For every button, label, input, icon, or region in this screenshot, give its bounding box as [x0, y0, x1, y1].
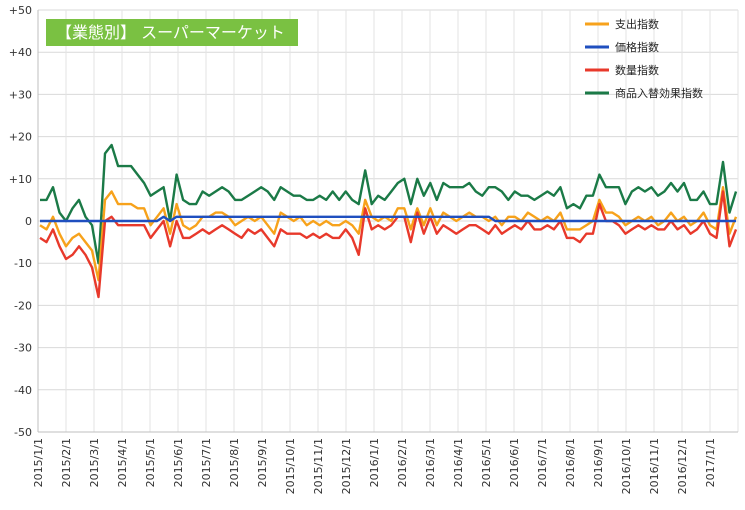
chart-title: 【業態別】 スーパーマーケット	[56, 23, 285, 42]
x-tick-label: 2016/2/1	[396, 438, 409, 487]
x-tick-label: 2016/9/1	[592, 438, 605, 487]
x-tick-label: 2016/1/1	[368, 438, 381, 487]
x-tick-label: 2015/5/1	[144, 438, 157, 487]
x-tick-label: 2016/12/1	[676, 438, 689, 494]
y-tick-label: -10	[14, 257, 32, 270]
y-axis-tick-labels: -50 -40 -30 -20 -10 0 +10 +20 +30 +40 +50	[9, 4, 32, 439]
x-tick-label: 2015/10/1	[284, 438, 297, 494]
series-line-3	[40, 143, 738, 265]
y-tick-label: -50	[14, 426, 32, 439]
y-tick-label: -20	[14, 299, 32, 312]
x-tick-label: 2015/12/1	[340, 438, 353, 494]
legend-label: 数量指数	[615, 63, 659, 77]
x-tick-label: 2015/3/1	[88, 438, 101, 487]
y-tick-label: +40	[9, 46, 32, 59]
y-tick-label: +50	[9, 4, 32, 17]
series-line-1	[40, 215, 736, 223]
series-line-0	[39, 185, 738, 282]
x-tick-label: 2015/1/1	[32, 438, 45, 487]
legend-label: 商品入替効果指数	[615, 86, 703, 100]
x-tick-label: 2016/8/1	[564, 438, 577, 487]
x-tick-label: 2016/10/1	[620, 438, 633, 494]
legend-label: 支出指数	[615, 17, 659, 31]
x-tick-label: 2017/1/1	[704, 438, 717, 487]
y-tick-label: 0	[25, 215, 32, 228]
y-tick-label: +10	[9, 173, 32, 186]
x-tick-label: 2016/11/1	[648, 438, 661, 494]
y-tick-label: -30	[14, 342, 32, 355]
x-tick-label: 2016/5/1	[480, 438, 493, 487]
axes	[37, 10, 738, 433]
y-tick-label: -40	[14, 384, 32, 397]
x-tick-label: 2015/7/1	[200, 438, 213, 487]
series-line-2	[39, 190, 738, 299]
x-tick-label: 2016/6/1	[508, 438, 521, 487]
legend-label: 価格指数	[615, 40, 659, 54]
chart-title-background	[46, 19, 298, 46]
x-tick-label: 2015/4/1	[116, 438, 129, 487]
chart-title-box: 【業態別】 スーパーマーケット	[46, 19, 298, 46]
x-tick-label: 2015/2/1	[60, 438, 73, 487]
x-tick-label: 2015/8/1	[228, 438, 241, 487]
y-tick-label: +30	[9, 88, 32, 101]
x-axis-tick-labels: 2015/1/1 2015/2/1 2015/3/1 2015/4/1 2015/5/1…	[32, 438, 717, 494]
x-tick-label: 2016/7/1	[536, 438, 549, 487]
x-tick-label: 2015/11/1	[312, 438, 325, 494]
series-lines	[39, 143, 738, 299]
x-tick-label: 2015/6/1	[172, 438, 185, 487]
y-tick-label: +20	[9, 131, 32, 144]
x-tick-label: 2016/4/1	[452, 438, 465, 487]
x-tick-label: 2015/9/1	[256, 438, 269, 487]
x-tick-label: 2016/3/1	[424, 438, 437, 487]
